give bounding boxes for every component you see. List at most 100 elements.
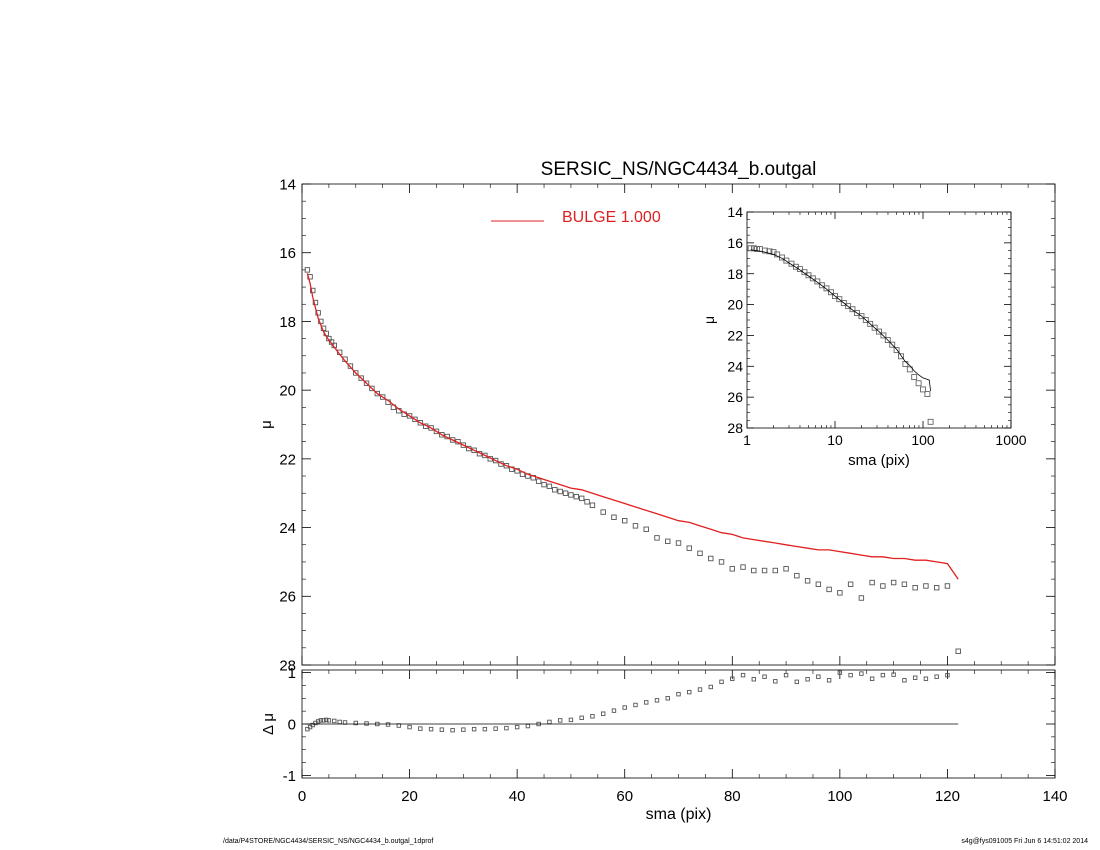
data-point bbox=[920, 386, 926, 393]
data-point bbox=[347, 363, 354, 369]
data-point bbox=[492, 457, 499, 464]
x-tick-label: 1 bbox=[743, 432, 751, 448]
inset-y-axis-label: μ bbox=[701, 316, 717, 324]
y-tick-label: 22 bbox=[727, 327, 743, 343]
data-point bbox=[826, 678, 832, 683]
data-point bbox=[891, 672, 896, 677]
data-point bbox=[876, 328, 882, 335]
inset-background bbox=[747, 212, 1011, 428]
data-point bbox=[751, 567, 757, 574]
data-point bbox=[406, 413, 413, 419]
data-point bbox=[801, 269, 808, 276]
data-point bbox=[600, 509, 606, 515]
data-point bbox=[837, 590, 843, 596]
data-point bbox=[428, 726, 434, 732]
data-point bbox=[761, 567, 768, 574]
data-point bbox=[797, 266, 803, 273]
data-point bbox=[541, 481, 547, 488]
data-point bbox=[461, 727, 466, 732]
data-point bbox=[665, 696, 670, 701]
data-point bbox=[730, 676, 735, 681]
data-point bbox=[460, 442, 467, 448]
data-point bbox=[889, 341, 896, 348]
data-point bbox=[934, 674, 939, 679]
data-point bbox=[923, 583, 929, 589]
data-point bbox=[315, 719, 321, 724]
data-point bbox=[783, 566, 789, 572]
data-point bbox=[428, 425, 434, 431]
data-point bbox=[867, 320, 874, 327]
x-tick-label: 100 bbox=[911, 432, 935, 448]
data-point bbox=[321, 718, 326, 723]
data-point bbox=[783, 672, 789, 678]
data-point bbox=[751, 677, 756, 682]
data-point bbox=[901, 581, 908, 587]
y-tick-label: 18 bbox=[279, 314, 296, 331]
x-tick-label: 1000 bbox=[995, 432, 1026, 448]
y-axis-label: μ bbox=[258, 420, 275, 429]
y-tick-label: 20 bbox=[279, 383, 296, 400]
data-point bbox=[823, 285, 830, 292]
x-tick-label: 80 bbox=[724, 788, 741, 805]
data-point bbox=[880, 583, 886, 589]
data-point bbox=[880, 672, 886, 678]
data-point bbox=[906, 366, 913, 373]
chart-title: SERSIC_NS/NGC4434_b.outgal bbox=[541, 159, 817, 180]
data-point bbox=[433, 428, 440, 435]
inset-panel: 1 10 100 1000 14 16 18 20 22 24 26 28 sma (pix) μ bbox=[701, 204, 1027, 469]
data-point bbox=[369, 385, 375, 392]
data-point bbox=[562, 490, 569, 496]
data-point bbox=[337, 719, 342, 725]
data-point bbox=[493, 726, 498, 731]
data-point bbox=[762, 247, 768, 254]
data-point bbox=[353, 370, 359, 376]
data-point bbox=[816, 674, 821, 679]
data-point bbox=[740, 672, 746, 678]
data-point bbox=[845, 303, 852, 310]
data-point bbox=[353, 720, 358, 726]
model-line bbox=[750, 249, 931, 392]
data-point bbox=[912, 584, 918, 591]
data-point bbox=[818, 282, 825, 289]
data-point bbox=[847, 581, 854, 587]
data-point bbox=[578, 495, 585, 502]
data-point bbox=[858, 595, 865, 601]
data-point bbox=[840, 300, 847, 306]
x-tick-label: 140 bbox=[1042, 788, 1067, 805]
data-point bbox=[579, 715, 584, 721]
data-point bbox=[718, 559, 725, 565]
data-point bbox=[358, 375, 364, 381]
data-point bbox=[584, 499, 590, 505]
data-point bbox=[611, 514, 617, 520]
x-tick-label: 0 bbox=[298, 788, 306, 805]
data-point bbox=[471, 447, 477, 453]
data-point bbox=[665, 538, 671, 545]
data-point bbox=[503, 463, 510, 469]
data-point bbox=[762, 674, 767, 679]
inset-x-axis-label: sma (pix) bbox=[848, 452, 910, 469]
data-point bbox=[364, 721, 369, 726]
data-point bbox=[601, 711, 606, 716]
x-tick-label: 40 bbox=[509, 788, 526, 805]
data-point bbox=[450, 727, 455, 733]
data-point bbox=[573, 493, 580, 500]
data-point bbox=[686, 545, 692, 551]
data-point bbox=[805, 677, 810, 682]
data-point bbox=[439, 727, 445, 732]
data-point bbox=[859, 671, 864, 676]
data-point bbox=[514, 724, 520, 730]
y-tick-label: 22 bbox=[279, 451, 296, 468]
data-point bbox=[611, 708, 617, 713]
data-point bbox=[708, 555, 714, 562]
data-point bbox=[568, 492, 574, 498]
data-point bbox=[633, 702, 638, 708]
data-point bbox=[766, 248, 773, 255]
data-point bbox=[869, 579, 875, 586]
data-point bbox=[504, 725, 509, 731]
data-point bbox=[326, 718, 332, 723]
data-point bbox=[374, 390, 380, 397]
data-point bbox=[418, 726, 423, 731]
data-point bbox=[546, 483, 553, 490]
y-tick-label: 26 bbox=[727, 389, 743, 405]
data-point bbox=[933, 584, 940, 591]
